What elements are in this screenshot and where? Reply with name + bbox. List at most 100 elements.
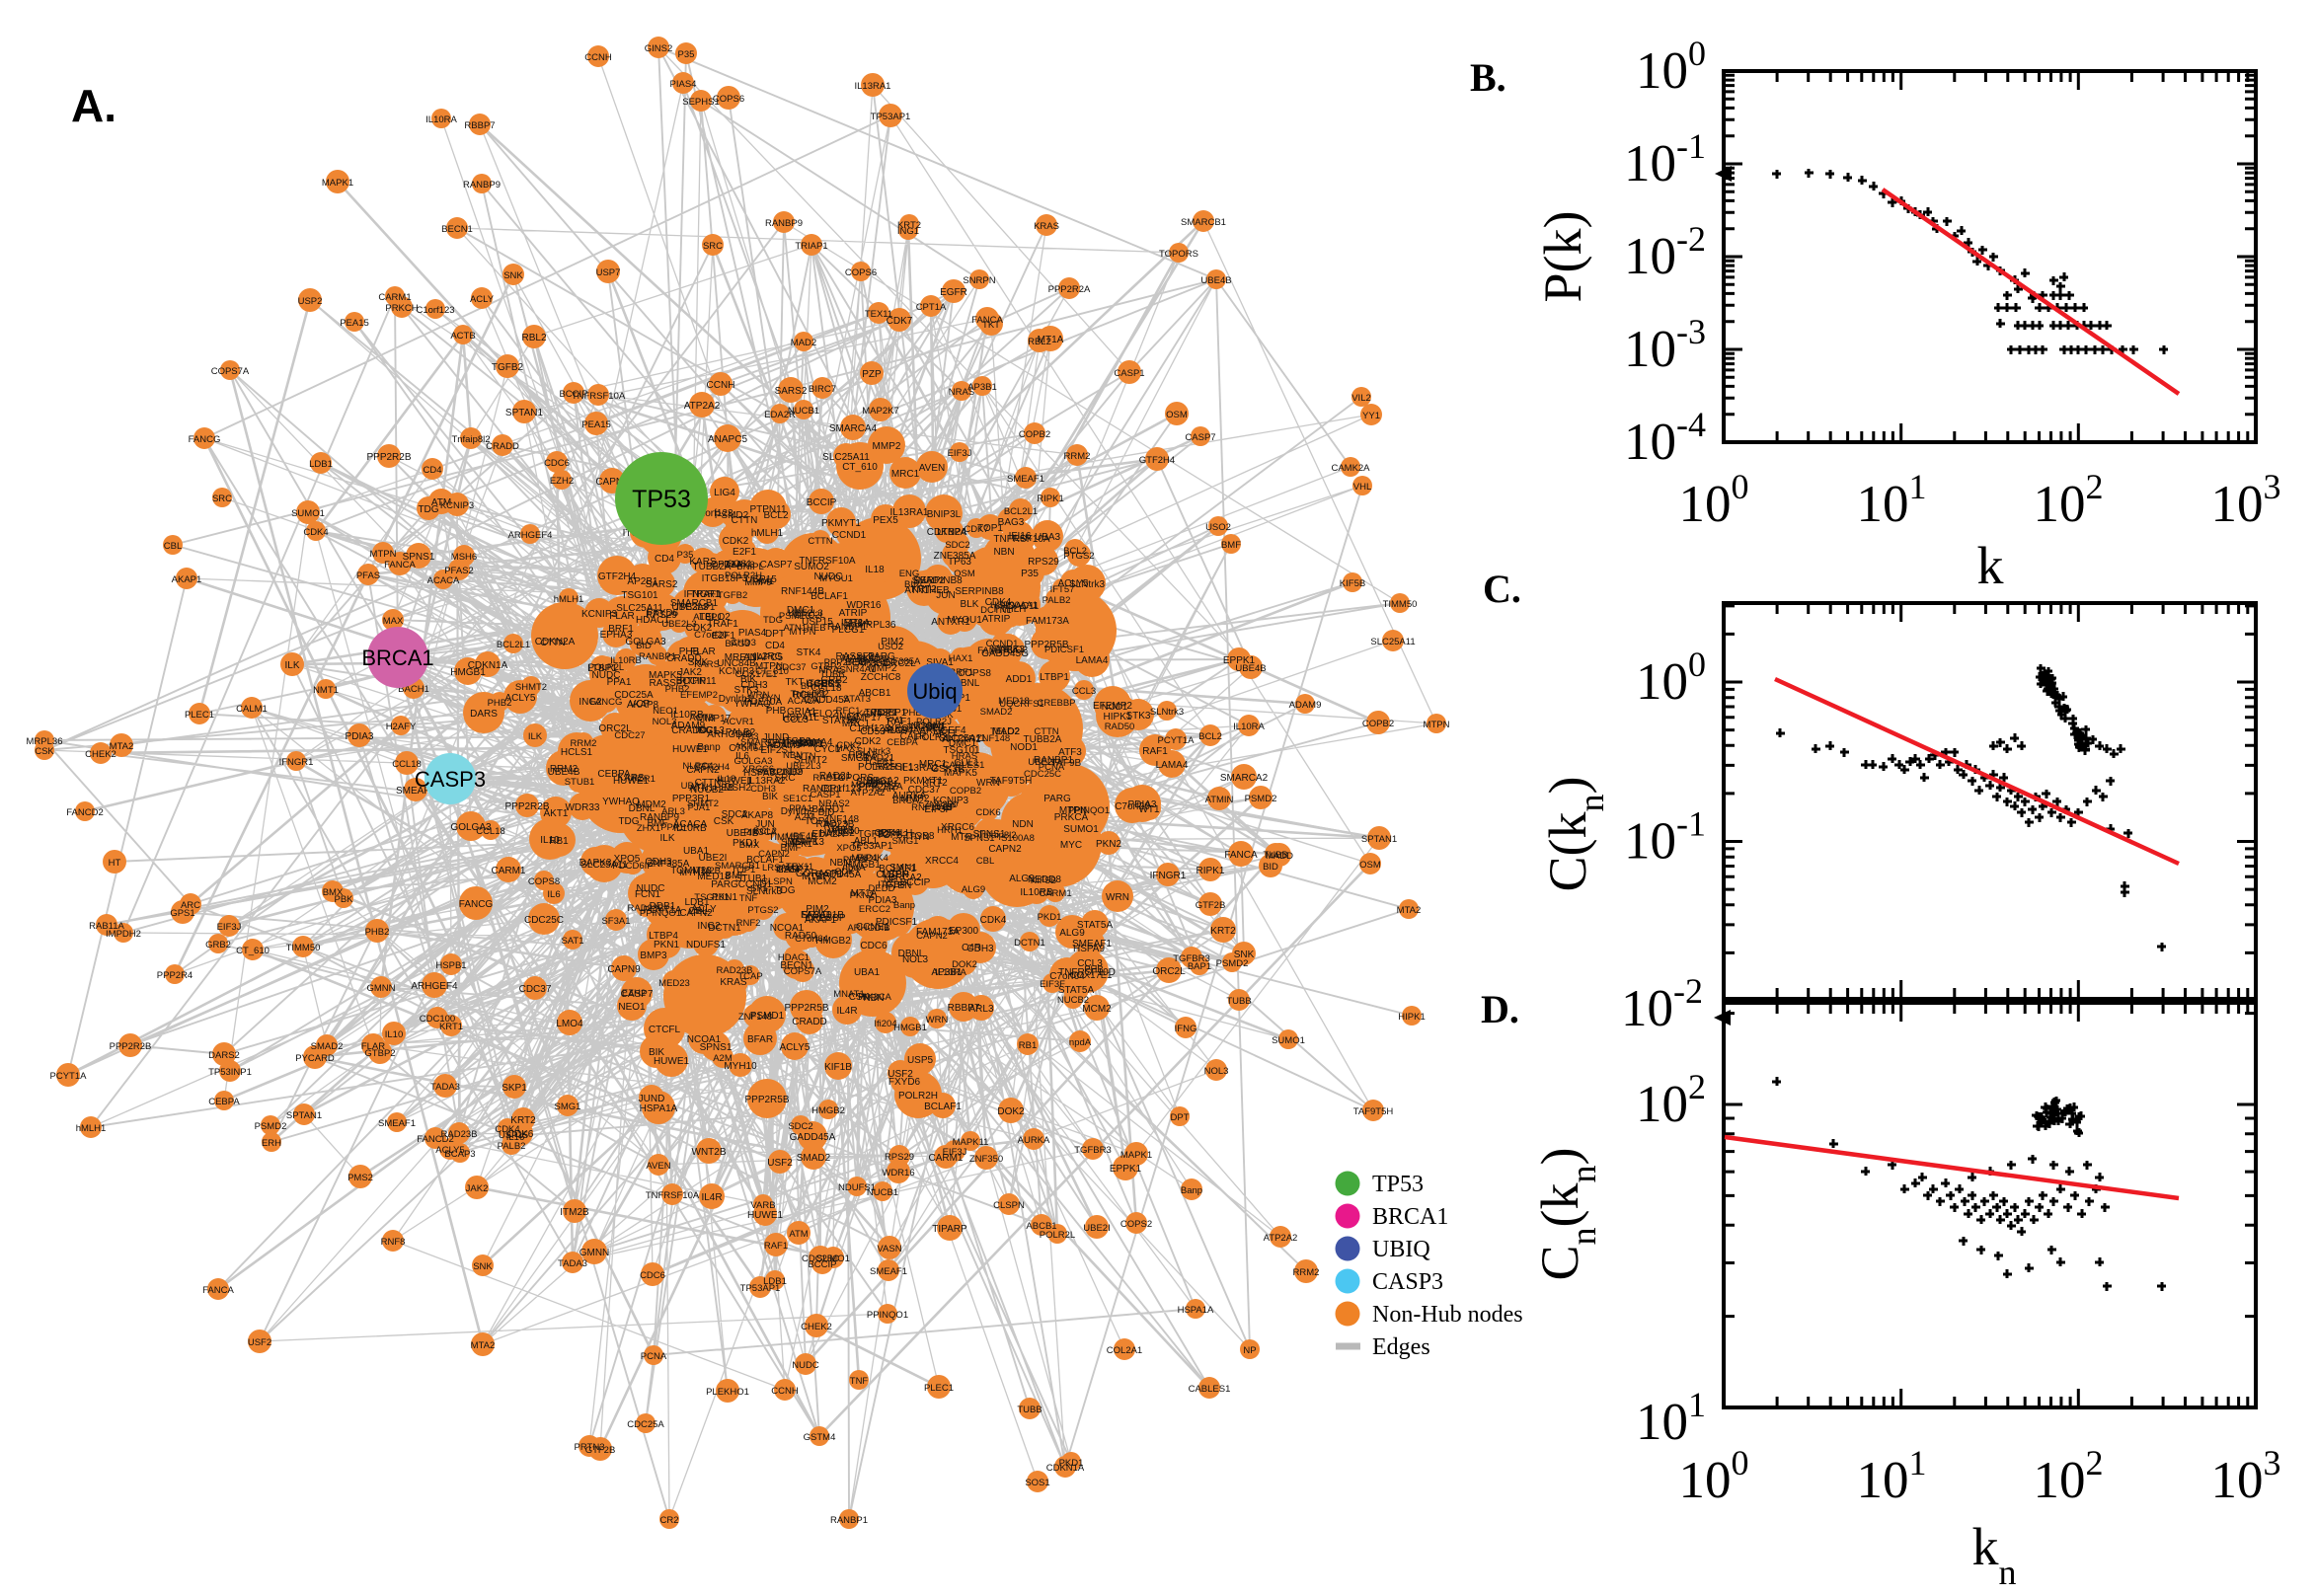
svg-text:ING2: ING2 <box>579 697 602 708</box>
svg-text:EDA2R: EDA2R <box>811 829 844 840</box>
svg-text:FANCG: FANCG <box>590 697 623 708</box>
svg-text:BRCA1: BRCA1 <box>361 646 433 670</box>
svg-text:COPS7A: COPS7A <box>211 366 250 377</box>
svg-text:PPA1: PPA1 <box>789 803 812 814</box>
svg-text:SMEAF1: SMEAF1 <box>1072 939 1112 950</box>
svg-text:WDR16: WDR16 <box>882 1168 914 1178</box>
svg-text:CDK2: CDK2 <box>686 623 713 634</box>
svg-text:JUN: JUN <box>936 590 955 601</box>
svg-text:RBL2: RBL2 <box>521 333 546 343</box>
svg-text:SARS2: SARS2 <box>775 386 808 397</box>
svg-text:RAF1: RAF1 <box>1142 746 1168 757</box>
svg-text:BMX: BMX <box>323 887 344 898</box>
svg-text:HSPA1L: HSPA1L <box>782 713 819 723</box>
svg-text:UBE4B: UBE4B <box>727 828 759 839</box>
svg-text:RNF144B: RNF144B <box>911 802 953 813</box>
svg-text:NOL3: NOL3 <box>1204 1066 1229 1077</box>
svg-text:CDH3: CDH3 <box>740 680 768 691</box>
svg-text:MED23: MED23 <box>658 978 690 989</box>
svg-text:VIL2: VIL2 <box>1351 393 1371 404</box>
svg-text:EIF3J: EIF3J <box>948 448 972 459</box>
svg-text:PIM2: PIM2 <box>881 637 904 647</box>
svg-text:ITGB8: ITGB8 <box>783 736 811 747</box>
svg-text:SLNtrk3: SLNtrk3 <box>1150 707 1184 718</box>
svg-text:CTTN: CTTN <box>540 638 565 648</box>
svg-text:CAPN2: CAPN2 <box>758 849 790 860</box>
svg-text:CDC25C: CDC25C <box>524 915 564 926</box>
svg-text:EFEMP2: EFEMP2 <box>1093 701 1132 712</box>
svg-text:RIPK1: RIPK1 <box>1197 866 1225 876</box>
svg-text:ACACA: ACACA <box>427 575 460 586</box>
svg-text:CBL: CBL <box>976 856 994 867</box>
svg-text:BCLAF1: BCLAF1 <box>879 864 916 874</box>
svg-text:ZNF148: ZNF148 <box>823 814 860 825</box>
svg-text:Ubiq: Ubiq <box>912 679 957 704</box>
svg-text:MMP9: MMP9 <box>744 577 771 588</box>
svg-text:HDAC1: HDAC1 <box>778 952 810 963</box>
svg-text:CAPN2: CAPN2 <box>988 844 1022 855</box>
svg-text:CAMK2A: CAMK2A <box>1331 463 1370 474</box>
svg-text:TNF: TNF <box>850 1376 869 1387</box>
svg-text:AURKA: AURKA <box>892 791 927 801</box>
svg-text:RAF1: RAF1 <box>764 1241 788 1252</box>
svg-text:POLR2H: POLR2H <box>725 570 762 581</box>
svg-text:CCL3: CCL3 <box>783 715 809 725</box>
svg-text:COPS6: COPS6 <box>845 267 877 278</box>
svg-text:SKP1: SKP1 <box>502 1083 527 1094</box>
svg-text:RAD50: RAD50 <box>1105 722 1135 732</box>
svg-text:ITGB8: ITGB8 <box>878 879 904 890</box>
svg-text:PDIA3: PDIA3 <box>346 731 374 742</box>
svg-text:PTHLH: PTHLH <box>994 604 1027 615</box>
svg-text:BNIPL: BNIPL <box>798 738 826 749</box>
svg-text:TEX11: TEX11 <box>786 862 813 873</box>
svg-text:MTA2: MTA2 <box>471 1340 496 1351</box>
svg-text:DAPK3: DAPK3 <box>579 858 612 869</box>
svg-text:ADAM9: ADAM9 <box>767 740 802 751</box>
svg-text:ATRIP: ATRIP <box>982 614 1011 625</box>
svg-text:CCL3: CCL3 <box>699 725 725 736</box>
svg-text:Ifi204: Ifi204 <box>874 1019 896 1029</box>
svg-text:DBNL: DBNL <box>629 803 656 814</box>
svg-text:BRCA1: BRCA1 <box>1372 1204 1448 1230</box>
svg-text:Ifi204: Ifi204 <box>776 865 801 875</box>
svg-text:COL2A1: COL2A1 <box>1107 1345 1142 1356</box>
svg-text:MCM2: MCM2 <box>1082 1004 1112 1015</box>
svg-text:HMGB2: HMGB2 <box>811 1105 845 1116</box>
svg-text:MYH10: MYH10 <box>724 1061 757 1072</box>
svg-text:NOL3: NOL3 <box>653 717 677 727</box>
svg-text:PFAS: PFAS <box>356 570 380 581</box>
svg-text:UBA3: UBA3 <box>1035 532 1061 543</box>
svg-text:ZNF385A: ZNF385A <box>881 656 921 667</box>
svg-text:HSPB1: HSPB1 <box>435 960 466 971</box>
svg-text:RANBP1: RANBP1 <box>830 1515 868 1526</box>
svg-text:IL10: IL10 <box>540 835 560 846</box>
svg-text:PDCD6IP: PDCD6IP <box>612 861 653 872</box>
svg-text:AURKA: AURKA <box>1018 1135 1050 1146</box>
svg-text:TP53: TP53 <box>1372 1172 1424 1197</box>
svg-text:BLK: BLK <box>961 599 979 610</box>
svg-text:NCOA1: NCOA1 <box>911 722 946 732</box>
svg-text:FANCA: FANCA <box>384 560 416 570</box>
svg-text:CUL1: CUL1 <box>954 758 979 769</box>
svg-text:BMF: BMF <box>647 818 667 829</box>
svg-text:SMARCB1: SMARCB1 <box>1181 217 1226 228</box>
svg-text:TIPARP: TIPARP <box>932 1224 967 1235</box>
svg-text:BRF1: BRF1 <box>608 624 634 635</box>
svg-text:XPO1: XPO1 <box>888 723 915 734</box>
svg-text:SUMO1: SUMO1 <box>1063 824 1099 835</box>
svg-text:BFAR: BFAR <box>747 1034 773 1045</box>
svg-text:XRCC6: XRCC6 <box>742 764 774 775</box>
svg-text:C1orf123: C1orf123 <box>692 508 733 519</box>
svg-text:GOLGA3: GOLGA3 <box>450 822 492 833</box>
svg-text:WNT2B: WNT2B <box>692 1147 727 1158</box>
svg-text:NCOA1: NCOA1 <box>687 1034 722 1045</box>
svg-text:CASP7: CASP7 <box>1185 432 1215 443</box>
svg-text:PPP2R2A: PPP2R2A <box>858 782 902 793</box>
svg-text:HUWE1: HUWE1 <box>613 776 650 787</box>
svg-text:RBL2: RBL2 <box>1028 337 1051 347</box>
svg-text:SMAD2: SMAD2 <box>311 1041 344 1052</box>
svg-text:FLAR: FLAR <box>690 646 716 657</box>
svg-text:STK4: STK4 <box>796 647 820 658</box>
svg-text:MSH6: MSH6 <box>451 552 477 563</box>
svg-text:SF3A1: SF3A1 <box>802 910 832 921</box>
